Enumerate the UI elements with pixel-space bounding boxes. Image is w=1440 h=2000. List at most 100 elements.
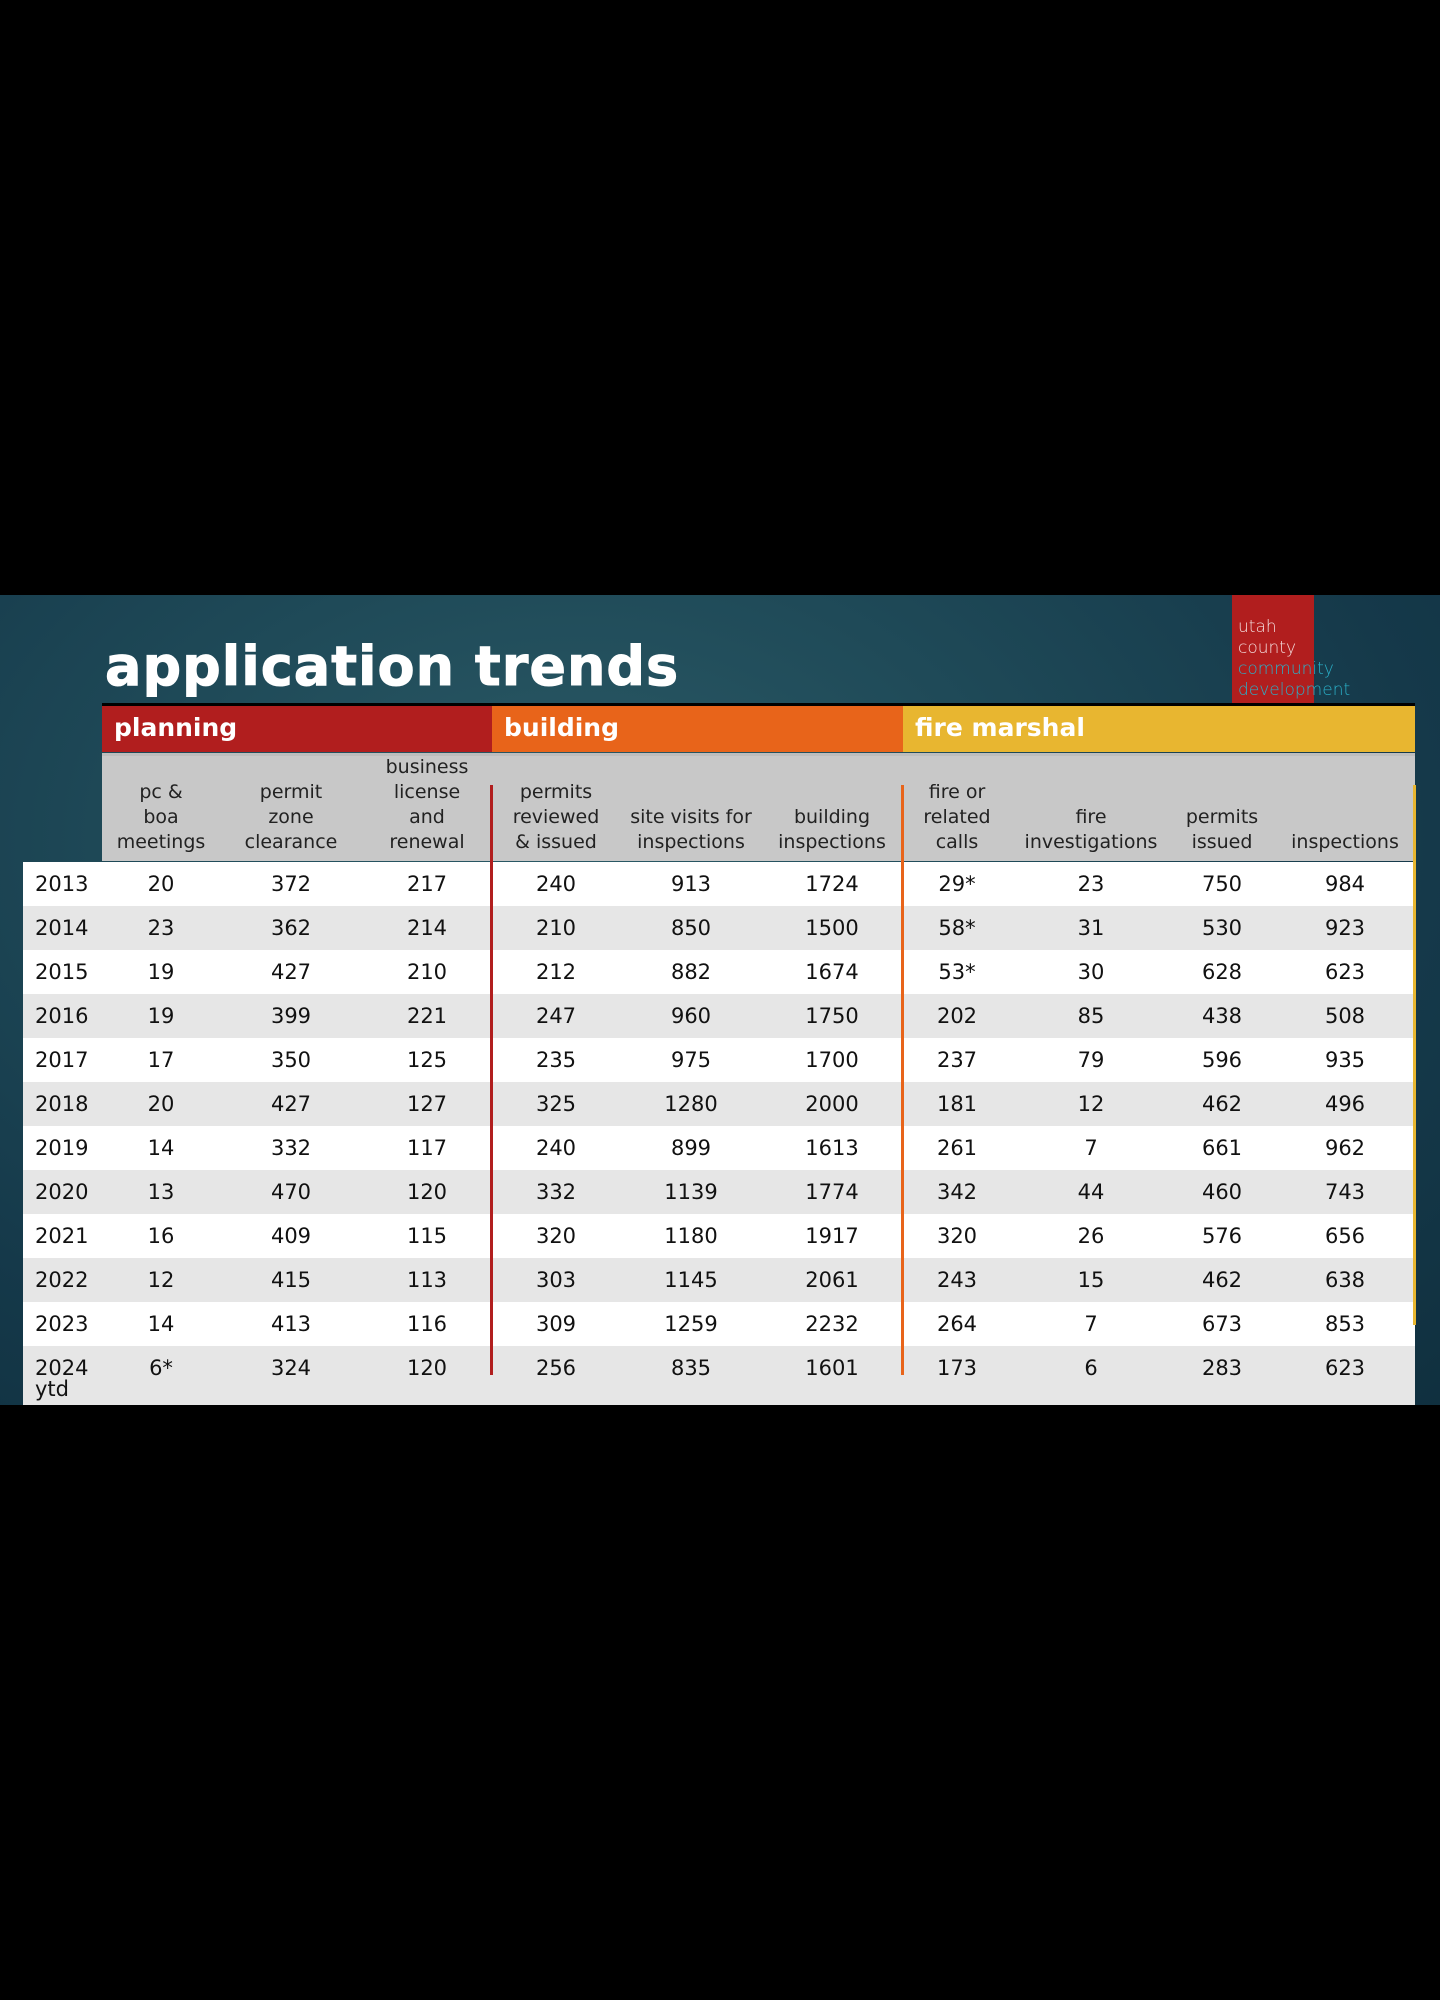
table-cell: 23 (147, 916, 175, 940)
slide: utah county community development applic… (0, 595, 1440, 1405)
table-cell: 2232 (805, 1312, 859, 1336)
table-cell: 127 (406, 1092, 448, 1116)
table-cell: 2000 (805, 1092, 859, 1116)
table-cell: 181 (936, 1092, 978, 1116)
table-header: pc & boa meetings permit zone clearance bu… (102, 753, 1415, 861)
category-bar: planning building fire marshal (102, 703, 1415, 752)
table-cell: 125 (406, 1048, 448, 1072)
table-cell: 1613 (805, 1136, 859, 1160)
fire-section-edge (1413, 785, 1416, 1325)
category-planning: planning (102, 706, 492, 752)
table-cell: 1500 (805, 916, 859, 940)
table-cell: 58* (938, 916, 976, 940)
table-row: 2016 19 399 221 247 960 1750 202 85 438 508 (23, 994, 1415, 1038)
table-cell: 14 (147, 1136, 175, 1160)
year-cell: 2019 (35, 1136, 89, 1160)
table-cell: 372 (270, 872, 312, 896)
table-cell: 496 (1324, 1092, 1366, 1116)
table-cell: 320 (936, 1224, 978, 1248)
table-cell: 16 (147, 1224, 175, 1248)
column-header: pc & boa meetings (116, 781, 206, 853)
logo-text-utah: utah (1238, 617, 1277, 637)
table-cell: 20 (147, 1092, 175, 1116)
table-cell: 7 (1084, 1136, 1098, 1160)
table-cell: 1724 (805, 872, 859, 896)
year-cell: 2023 (35, 1312, 89, 1336)
table-cell: 362 (270, 916, 312, 940)
column-header: fire investigations (1024, 806, 1158, 853)
table-cell: 116 (406, 1312, 448, 1336)
year-cell: 2015 (35, 960, 89, 984)
table-cell: 173 (936, 1356, 978, 1380)
year-cell: 2021 (35, 1224, 89, 1248)
table-cell: 913 (670, 872, 712, 896)
table-cell: 923 (1324, 916, 1366, 940)
table-cell: 256 (535, 1356, 577, 1380)
table-cell: 850 (670, 916, 712, 940)
year-cell: 2020 (35, 1180, 89, 1204)
table-cell: 1750 (805, 1004, 859, 1028)
table-cell: 14 (147, 1312, 175, 1336)
table-cell: 261 (936, 1136, 978, 1160)
year-cell: 2016 (35, 1004, 89, 1028)
logo-box (1232, 595, 1314, 703)
table-cell: 1139 (664, 1180, 718, 1204)
table-cell: 427 (270, 1092, 312, 1116)
table-cell: 15 (1077, 1268, 1105, 1292)
year-cell: 2022 (35, 1268, 89, 1292)
building-fire-divider (901, 785, 904, 1375)
table-cell: 508 (1324, 1004, 1366, 1028)
table-cell: 210 (406, 960, 448, 984)
table-cell: 221 (406, 1004, 448, 1028)
table-row: 2015 19 427 210 212 882 1674 53* 30 628 623 (23, 950, 1415, 994)
table-cell: 26 (1077, 1224, 1105, 1248)
table-cell: 19 (147, 1004, 175, 1028)
page-title: application trends (104, 635, 680, 699)
column-header: permits issued (1185, 806, 1259, 853)
table-cell: 661 (1201, 1136, 1243, 1160)
table-row: 2014 23 362 214 210 850 1500 58* 31 530 923 (23, 906, 1415, 950)
table-cell: 623 (1324, 960, 1366, 984)
table-cell: 247 (535, 1004, 577, 1028)
column-header: building inspections (778, 806, 886, 853)
table-cell: 6* (149, 1356, 173, 1380)
table-cell: 853 (1324, 1312, 1366, 1336)
table-cell: 324 (270, 1356, 312, 1380)
table-cell: 984 (1324, 872, 1366, 896)
table-cell: 31 (1077, 916, 1105, 940)
table-cell: 85 (1077, 1004, 1105, 1028)
table-cell: 935 (1324, 1048, 1366, 1072)
table-cell: 20 (147, 872, 175, 896)
table-row: 2018 20 427 127 325 1280 2000 181 12 462 496 (23, 1082, 1415, 1126)
table-cell: 413 (270, 1312, 312, 1336)
table-cell: 113 (406, 1268, 448, 1292)
table-cell: 962 (1324, 1136, 1366, 1160)
table-cell: 19 (147, 960, 175, 984)
table-cell: 530 (1201, 916, 1243, 940)
table-row: 2021 16 409 115 320 1180 1917 320 26 576 656 (23, 1214, 1415, 1258)
table-cell: 6 (1084, 1356, 1098, 1380)
table-cell: 462 (1201, 1092, 1243, 1116)
table-cell: 283 (1201, 1356, 1243, 1380)
table-cell: 750 (1201, 872, 1243, 896)
table-cell: 79 (1077, 1048, 1105, 1072)
table-cell: 960 (670, 1004, 712, 1028)
table-cell: 656 (1324, 1224, 1366, 1248)
table-cell: 29* (938, 872, 976, 896)
table-cell: 1700 (805, 1048, 859, 1072)
table-cell: 309 (535, 1312, 577, 1336)
table-cell: 628 (1201, 960, 1243, 984)
table-cell: 237 (936, 1048, 978, 1072)
table-cell: 332 (535, 1180, 577, 1204)
table-cell: 202 (936, 1004, 978, 1028)
table-cell: 1180 (664, 1224, 718, 1248)
table-row: 2020 13 470 120 332 1139 1774 342 44 460 743 (23, 1170, 1415, 1214)
table-cell: 1674 (805, 960, 859, 984)
table-cell: 117 (406, 1136, 448, 1160)
table-cell: 7 (1084, 1312, 1098, 1336)
table-cell: 1774 (805, 1180, 859, 1204)
table-cell: 120 (406, 1356, 448, 1380)
table-cell: 240 (535, 872, 577, 896)
table-cell: 13 (147, 1180, 175, 1204)
table-cell: 409 (270, 1224, 312, 1248)
